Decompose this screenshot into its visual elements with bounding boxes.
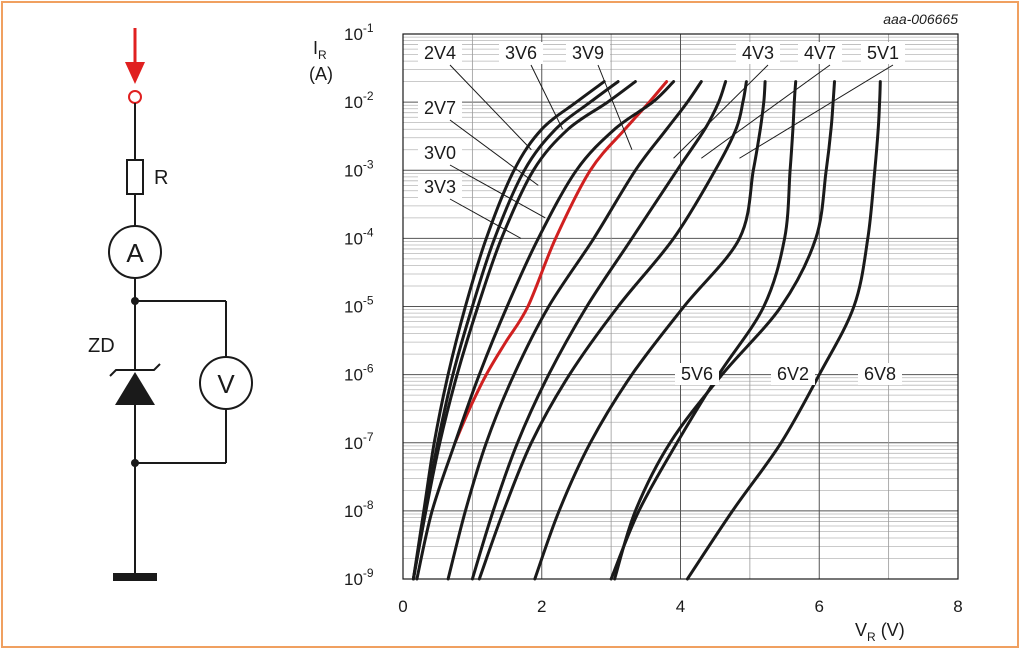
y-tick-label: 10-1 <box>344 21 374 44</box>
input-arrow-head <box>125 62 145 84</box>
ammeter-label: A <box>126 238 144 268</box>
curve-label-5V6: 5V6 <box>681 364 713 384</box>
curve-label-bg <box>675 363 719 385</box>
curve-label-4V7: 4V7 <box>804 43 836 63</box>
y-tick-label: 10-9 <box>344 566 374 589</box>
x-tick-label: 4 <box>676 597 685 616</box>
curve-label-2V4: 2V4 <box>424 43 456 63</box>
input-terminal <box>128 90 142 104</box>
curve-label-bg <box>861 42 905 64</box>
curve-label-4V3: 4V3 <box>742 43 774 63</box>
curve-label-leader <box>530 64 564 130</box>
y-tick-label: 10-7 <box>344 430 374 453</box>
curve-label-leader <box>739 64 894 159</box>
series-curve-2V4 <box>411 80 606 581</box>
series-curve-3V6 <box>415 80 676 581</box>
node-dot-top <box>131 297 139 305</box>
node-dot-bottom <box>131 459 139 467</box>
x-axis-symbol: V <box>855 620 867 640</box>
x-axis-title: VR (V) <box>855 620 905 644</box>
x-tick-label: 2 <box>537 597 546 616</box>
curve-label-bg <box>418 97 462 119</box>
series-curve-6V8 <box>685 80 882 581</box>
series-curve-3V0 <box>411 80 637 581</box>
test-circuit <box>108 28 253 581</box>
curve-label-bg <box>771 363 815 385</box>
y-tick-label: 10-5 <box>344 294 374 317</box>
diode-label: ZD <box>88 335 115 357</box>
plot-area-border <box>402 33 959 580</box>
series-curve-3V3 <box>453 80 669 445</box>
y-tick-label: 10-4 <box>344 225 374 248</box>
series-curve-6V2 <box>613 80 836 581</box>
series-curve-3V9 <box>446 80 703 581</box>
curve-label-3V3: 3V3 <box>424 177 456 197</box>
curve-label-bg <box>418 176 462 198</box>
voltmeter-label: V <box>217 369 235 399</box>
y-tick-label: 10-8 <box>344 498 374 521</box>
zener-bar <box>109 363 161 377</box>
curve-label-3V6: 3V6 <box>505 43 537 63</box>
y-tick-label: 10-6 <box>344 362 374 385</box>
y-axis-subscript: R <box>318 48 327 62</box>
series-curve-5V1 <box>533 80 767 581</box>
curve-label-bg <box>798 42 842 64</box>
resistor-symbol <box>126 159 144 195</box>
plot-series <box>411 80 882 581</box>
curve-label-bg <box>418 42 462 64</box>
resistor-label: R <box>154 167 168 189</box>
x-tick-label: 0 <box>398 597 407 616</box>
y-tick-label: 10-2 <box>344 89 374 112</box>
series-curve-4V7 <box>477 80 748 581</box>
curve-label-3V0: 3V0 <box>424 143 456 163</box>
series-curve-4V3 <box>470 80 728 581</box>
curve-label-bg <box>566 42 610 64</box>
curve-label-bg <box>499 42 543 64</box>
ground-bar <box>113 573 157 581</box>
x-axis-subscript: R <box>867 630 876 644</box>
curve-label-bg <box>736 42 780 64</box>
curve-label-leader <box>701 64 831 159</box>
y-axis-symbol: I <box>313 38 318 58</box>
curve-label-3V9: 3V9 <box>572 43 604 63</box>
figure-code: aaa-006665 <box>883 11 958 27</box>
curve-label-5V1: 5V1 <box>867 43 899 63</box>
curve-label-bg <box>858 363 902 385</box>
y-axis-title: IR <box>313 38 327 62</box>
plot-labels: 2V4 3V6 3V9 4V3 4V7 5V1 2V7 3V0 3V3 5V6 6V2 6V8 <box>418 42 905 385</box>
curve-label-leader <box>673 64 769 159</box>
curve-label-6V2: 6V2 <box>777 364 809 384</box>
zener-diode-symbol <box>115 372 155 405</box>
curve-label-bg <box>418 142 462 164</box>
curve-label-6V8: 6V8 <box>864 364 896 384</box>
curve-label-leader <box>449 64 532 151</box>
plot-grid <box>403 33 958 580</box>
x-axis-unit: (V) <box>876 620 905 640</box>
curve-label-leader <box>449 119 539 186</box>
y-tick-label: 10-3 <box>344 157 374 180</box>
plot-ticks: 0 2 4 6 8 10-1 10-2 10-3 10-4 10-5 10-6 10-7 10-8 10-… <box>344 21 963 616</box>
series-curve-5V6 <box>609 80 798 581</box>
curve-label-leader <box>597 64 633 150</box>
curve-label-leader <box>449 198 522 239</box>
x-tick-label: 6 <box>815 597 824 616</box>
x-tick-label: 8 <box>953 597 962 616</box>
curve-label-2V7: 2V7 <box>424 98 456 118</box>
y-axis-unit: (A) <box>309 64 333 84</box>
curve-label-leader <box>449 164 546 219</box>
